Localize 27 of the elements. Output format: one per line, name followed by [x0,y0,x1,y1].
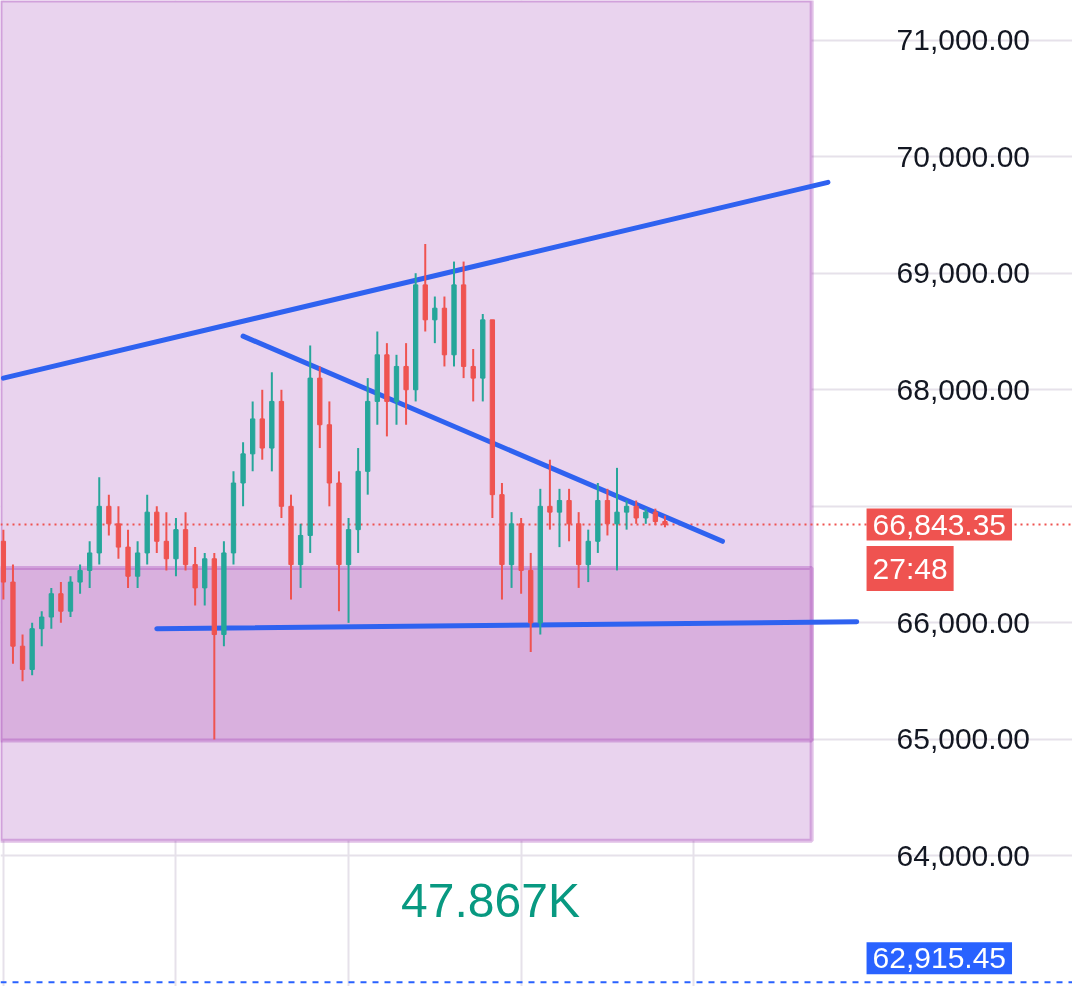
candlestick [19,633,26,683]
annotation: 47.867K [401,873,580,927]
candlestick [623,499,630,531]
candlestick [192,546,198,607]
y-tick-label: 66,000.00 [896,605,1031,639]
candlestick [58,581,64,624]
candlestick [87,540,93,589]
ref-line-label: 66,843.35 [872,507,1007,541]
candlestick [614,466,620,572]
y-tick-label: 71,000.00 [896,23,1031,57]
candlestick [48,586,54,630]
y-tick-label: 64,000.00 [896,838,1031,872]
y-tick-label: 65,000.00 [896,722,1031,756]
candlestick [134,540,141,589]
candlestick [432,295,438,345]
y-tick-label: 68,000.00 [896,372,1031,406]
candlestick [585,528,591,584]
y-tick-label: 70,000.00 [896,139,1031,173]
candlestick [556,487,563,549]
candlestick [470,347,476,403]
candlestick [403,342,409,426]
y-tick-label: 69,000.00 [896,256,1031,290]
candlestick [633,499,639,525]
candlestick [39,610,45,648]
text: 27:48 [872,552,948,586]
ref-line-label: 62,915.45 [872,941,1007,975]
candlestick [77,563,83,595]
